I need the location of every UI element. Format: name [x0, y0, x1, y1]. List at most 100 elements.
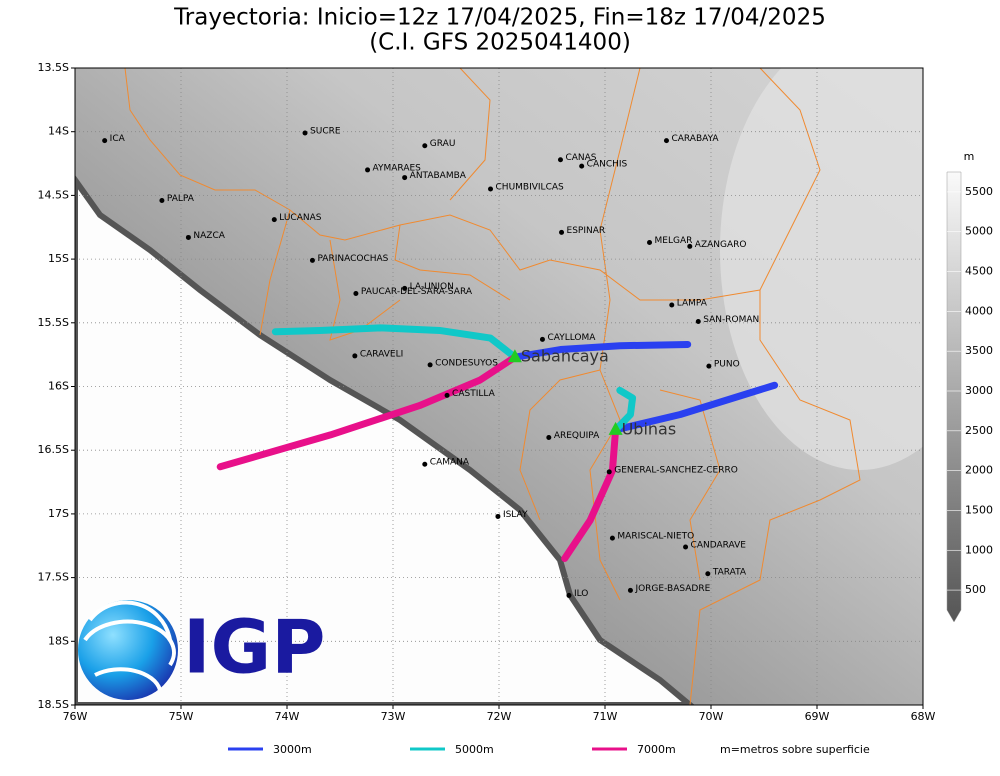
place-label: JORGE-BASADRE	[634, 584, 710, 594]
place-label: ISLAY	[503, 510, 528, 520]
volcano-marker	[507, 349, 522, 363]
colorbar-label: 3500	[965, 344, 993, 357]
trajectory	[561, 426, 620, 562]
legend-label: 5000m	[455, 743, 494, 756]
place-dot	[352, 353, 358, 359]
place-label: ICA	[110, 134, 126, 144]
place-dot	[706, 363, 712, 369]
colorbar-label: 5500	[965, 185, 993, 198]
volcano-label: Sabancaya	[521, 347, 609, 366]
legend-note: m=metros sobre superficie	[720, 743, 870, 756]
colorbar: m 500 1000 1500 2000 2500 3000 3500 4000 4500 5000…	[946, 150, 993, 623]
y-tick-label: 18.5S	[38, 698, 69, 711]
volcano-marker	[608, 421, 623, 435]
place-label: CAMANA	[430, 458, 470, 468]
place-label: NAZCA	[193, 231, 225, 241]
trajectory	[216, 353, 519, 471]
colorbar-ramp	[946, 171, 962, 623]
trajectory	[511, 340, 692, 361]
legend: 3000m 5000m 7000m	[228, 743, 676, 756]
x-tick-label: 75W	[169, 710, 194, 723]
place-label: SUCRE	[310, 126, 341, 136]
place-dot	[402, 175, 408, 181]
trajectory	[612, 386, 637, 434]
place-dot	[422, 461, 428, 467]
place-label: ILO	[574, 589, 588, 599]
place-label: PUNO	[714, 360, 740, 370]
place-label: CANAS	[565, 153, 596, 163]
place-dot	[683, 544, 689, 550]
place-dot	[559, 229, 565, 235]
title: Trayectoria: Inicio=12z 17/04/2025, Fin=…	[173, 5, 826, 31]
colorbar-label: 2500	[965, 424, 993, 437]
place-dot	[422, 143, 428, 149]
colorbar-label: 4000	[965, 304, 993, 317]
place-dot	[365, 167, 371, 173]
place-dot	[647, 240, 653, 246]
place-label: CASTILLA	[452, 389, 496, 399]
place-label: TARATA	[712, 567, 747, 577]
y-tick-label: 17S	[48, 507, 69, 520]
trajectory	[612, 381, 779, 434]
place-label: LA-UNION	[410, 282, 454, 292]
place-label: CANDARAVE	[691, 541, 747, 551]
y-tick-label: 13.5S	[38, 61, 69, 74]
place-dot	[663, 138, 669, 144]
y-tick-label: 15S	[48, 252, 69, 265]
x-tick-label: 73W	[381, 710, 406, 723]
legend-label: 7000m	[637, 743, 676, 756]
colorbar-unit: m	[964, 150, 975, 163]
logo-text: IGP	[183, 605, 326, 691]
x-tick-label: 72W	[487, 710, 512, 723]
y-tick-label: 15.5S	[38, 316, 69, 329]
place-label: GENERAL-SANCHEZ-CERRO	[614, 465, 738, 475]
place-dot	[566, 592, 572, 598]
place-label: ESPINAR	[567, 226, 606, 236]
trajectories	[216, 324, 779, 562]
place-dot	[687, 243, 693, 249]
place-label: AREQUIPA	[554, 431, 600, 441]
place-dot	[579, 163, 585, 169]
subtitle: (C.I. GFS 2025041400)	[369, 30, 631, 56]
y-tick-label: 17.5S	[38, 571, 69, 584]
place-label: PARINACOCHAS	[317, 254, 388, 264]
place-dot	[669, 302, 675, 308]
place-dot	[609, 535, 615, 541]
place-dot	[185, 234, 191, 240]
x-tick-label: 69W	[805, 710, 830, 723]
place-dot	[271, 217, 277, 223]
place-dot	[159, 197, 165, 203]
place-label: ANTABAMBA	[410, 171, 467, 181]
axes: 76W 75W 74W 73W 72W 71W 70W 69W 68W 13.5S 14S 14.5S…	[38, 61, 936, 723]
place-label: PALPA	[167, 194, 195, 204]
place-label: SAN-ROMAN	[703, 315, 759, 325]
place-dot	[488, 186, 494, 192]
x-tick-label: 74W	[275, 710, 300, 723]
place-label: MELGAR	[655, 236, 693, 246]
y-tick-label: 18S	[48, 634, 69, 647]
place-label: CANCHIS	[587, 160, 628, 170]
place-dot	[606, 469, 612, 475]
place-dot	[309, 257, 315, 263]
place-dot	[627, 587, 633, 593]
colorbar-label: 1500	[965, 503, 993, 516]
place-dot	[444, 392, 450, 398]
y-tick-label: 14S	[48, 125, 69, 138]
y-tick-label: 14.5S	[38, 188, 69, 201]
x-tick-label: 76W	[63, 710, 88, 723]
place-dot	[353, 290, 359, 296]
place-dot	[557, 157, 563, 163]
place-label: CARAVELI	[360, 349, 403, 359]
colorbar-label: 2000	[965, 464, 993, 477]
place-dot	[695, 319, 701, 325]
colorbar-label: 3000	[965, 384, 993, 397]
place-dot	[705, 571, 711, 577]
place-label: CARABAYA	[671, 134, 719, 144]
x-tick-label: 71W	[593, 710, 618, 723]
y-tick-label: 16S	[48, 380, 69, 393]
place-dot	[546, 434, 552, 440]
place-label: PAUCAR-DEL-SARA-SARA	[361, 287, 473, 297]
place-dot	[102, 138, 108, 144]
